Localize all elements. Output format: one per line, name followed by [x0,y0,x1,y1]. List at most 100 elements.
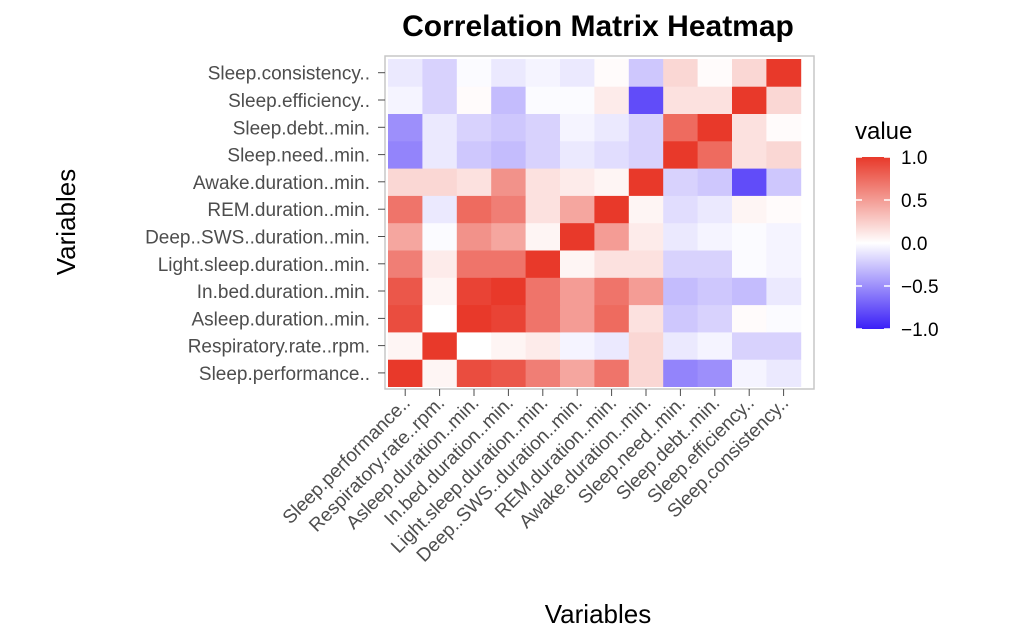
heatmap-cell [525,332,561,360]
heatmap-cell [628,86,664,114]
heatmap-cell [560,113,595,142]
heatmap-cell [628,222,664,251]
heatmap-cell [491,359,526,387]
heatmap-cell [628,277,664,306]
heatmap-cell [456,222,492,251]
heatmap-cell [456,59,492,87]
heatmap-cell [594,86,630,114]
heatmap-cell [560,332,595,360]
heatmap-cell [594,222,630,251]
heatmap-cell [697,277,733,306]
heatmap-cell [560,250,595,278]
legend-tick-label: −1.0 [901,320,939,341]
heatmap-cell [560,304,595,333]
heatmap-cell [663,250,698,278]
heatmap-cell [594,277,630,306]
heatmap-cell [628,59,664,87]
heatmap-cell [456,359,492,387]
heatmap-cell [491,113,526,142]
heatmap-cell [732,195,767,224]
heatmap-cell [766,250,802,278]
heatmap-cell [491,222,526,251]
legend: value 1.0 0.5 0.0 −0.5 −1.0 [855,118,939,341]
heatmap-cell [525,113,561,142]
heatmap-cell [525,86,561,114]
heatmap-cell [560,195,595,224]
heatmap-cell [491,304,526,333]
heatmap-cell [491,140,526,169]
x-axis-title: Variables [545,599,651,629]
heatmap-cell [422,222,458,251]
heatmap-cell [732,332,767,360]
heatmap-cell [560,277,595,306]
heatmap-cell [491,332,526,360]
y-tick-label: Light.sleep.duration..min. [158,255,370,276]
heatmap-cell [422,86,458,114]
heatmap-cell [697,359,733,387]
plot-border [384,55,815,390]
heatmap-cell [697,113,733,142]
heatmap-cell [422,250,458,278]
heatmap-cell [560,168,595,196]
heatmap-cell [663,359,698,387]
heatmap-cell [594,332,630,360]
y-tick-label: Sleep.performance.. [199,364,370,385]
heatmap-cell [663,168,698,196]
heatmap-cell [628,250,664,278]
heatmap-cell [422,168,458,196]
heatmap-cell [766,304,802,333]
legend-tick-label: 1.0 [901,148,927,169]
heatmap-cell [766,332,802,360]
heatmap-cell [732,222,767,251]
heatmap-cell [560,59,595,87]
heatmap-cell [388,113,423,142]
heatmap-cell [594,304,630,333]
heatmap-cells [388,59,802,387]
heatmap-cell [594,250,630,278]
heatmap-cell [663,86,698,114]
y-tick-label: Sleep.debt..min. [233,118,370,139]
heatmap-cell [422,359,458,387]
heatmap-cell [456,140,492,169]
heatmap-cell [663,277,698,306]
heatmap-cell [456,277,492,306]
heatmap-cell [388,140,423,169]
heatmap-cell [766,168,802,196]
heatmap-cell [697,304,733,333]
heatmap-cell [628,332,664,360]
heatmap-cell [732,168,767,196]
heatmap-cell [491,168,526,196]
heatmap-cell [766,140,802,169]
legend-ticks: 1.0 0.5 0.0 −0.5 −1.0 [856,148,939,341]
heatmap-cell [766,86,802,114]
y-tick-label: Respiratory.rate..rpm. [188,337,370,358]
heatmap-cell [388,359,423,387]
y-tick-label: Deep..SWS..duration..min. [145,228,370,249]
y-axis-ticks: Sleep.performance.. Respiratory.rate..rpm… [145,64,385,385]
heatmap-cell [525,359,561,387]
heatmap-cell [422,304,458,333]
heatmap-cell [697,59,733,87]
heatmap-cell [560,86,595,114]
heatmap-cell [766,195,802,224]
heatmap-cell [766,222,802,251]
heatmap-cell [766,59,802,87]
y-tick-label: REM.duration..min. [207,200,370,221]
heatmap-cell [766,277,802,306]
heatmap-cell [594,59,630,87]
heatmap-cell [594,359,630,387]
heatmap-cell [663,222,698,251]
heatmap-cell [491,250,526,278]
y-tick-label: Sleep.efficiency.. [228,91,370,112]
heatmap-cell [388,277,423,306]
legend-tick-label: −0.5 [901,277,939,298]
heatmap-cell [732,304,767,333]
heatmap-cell [525,250,561,278]
heatmap-cell [594,195,630,224]
heatmap-cell [697,195,733,224]
legend-tick-label: 0.5 [901,191,927,212]
heatmap-cell [628,304,664,333]
heatmap-cell [422,195,458,224]
legend-title: value [855,118,912,145]
heatmap-cell [456,168,492,196]
